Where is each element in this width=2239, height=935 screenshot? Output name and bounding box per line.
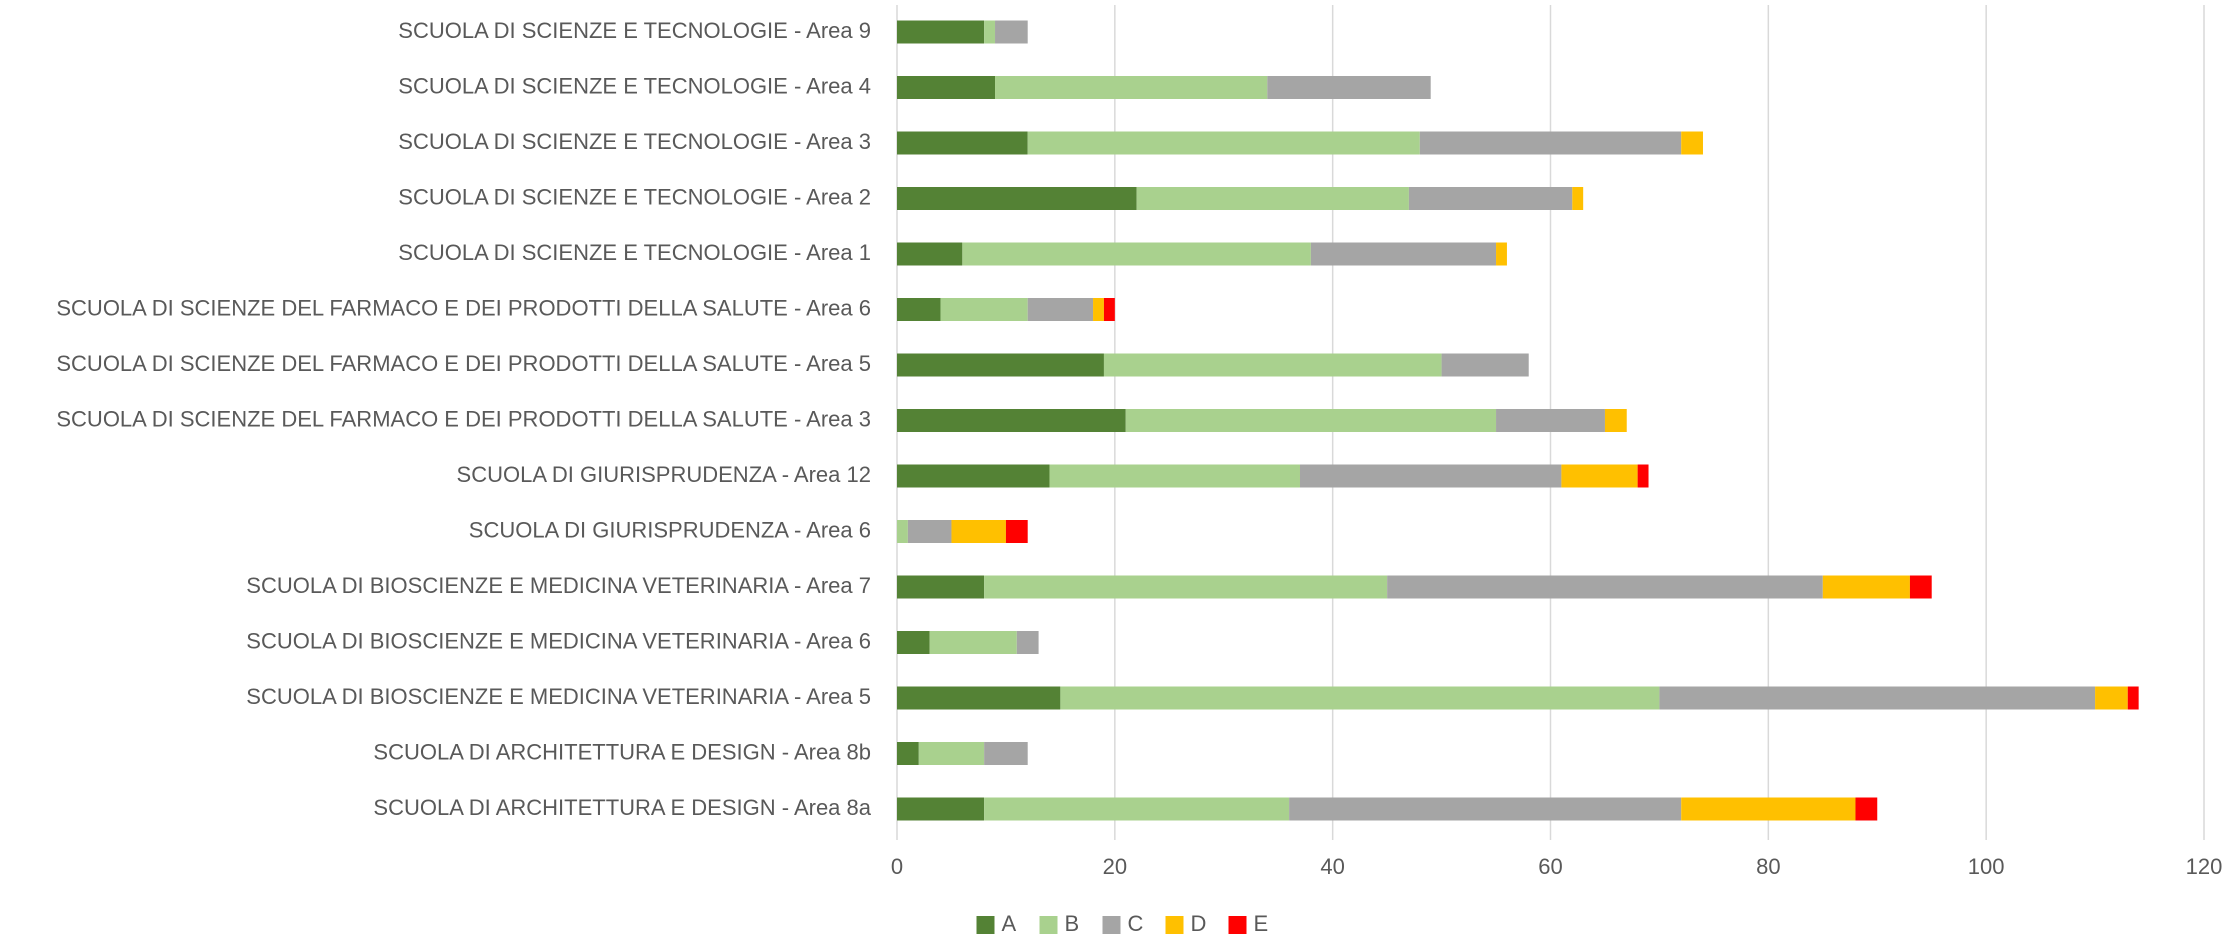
x-tick-label: 120 — [2186, 854, 2223, 879]
x-tick-label: 60 — [1538, 854, 1562, 879]
bar-segment — [1016, 631, 1039, 654]
bar-segment — [984, 575, 1388, 599]
bar-segment — [1822, 575, 1910, 599]
legend-label: E — [1254, 911, 1269, 935]
bar-segment — [918, 742, 985, 765]
y-tick-label: SCUOLA DI SCIENZE E TECNOLOGIE - Area 1 — [398, 240, 871, 265]
bar-segment — [1310, 242, 1497, 266]
y-tick-label: SCUOLA DI ARCHITETTURA E DESIGN - Area 8… — [373, 795, 871, 820]
bar-segment — [897, 631, 930, 654]
bar-segment — [897, 520, 908, 543]
bar-segment — [1299, 464, 1562, 488]
y-tick-label: SCUOLA DI BIOSCIENZE E MEDICINA VETERINA… — [246, 684, 871, 709]
bar-segment — [897, 20, 985, 44]
bar-segment — [897, 797, 985, 821]
bar-segment — [1909, 575, 1932, 599]
legend-swatch — [1165, 916, 1184, 934]
bar-segment — [984, 797, 1290, 821]
legend-label: A — [1002, 911, 1017, 935]
bar-segment — [897, 131, 1028, 155]
y-tick-label: SCUOLA DI SCIENZE E TECNOLOGIE - Area 3 — [398, 129, 871, 154]
y-tick-label: SCUOLA DI ARCHITETTURA E DESIGN - Area 8… — [373, 739, 871, 764]
bar-segment — [1103, 298, 1115, 321]
bar-segment — [1408, 187, 1573, 210]
bar-segment — [1125, 409, 1497, 432]
x-tick-label: 100 — [1968, 854, 2005, 879]
bar-segment — [897, 187, 1137, 210]
bar-segment — [995, 76, 1268, 99]
bar-segment — [897, 298, 941, 321]
bar-segment — [897, 686, 1061, 710]
bar-segment — [1027, 131, 1420, 155]
legend-label: B — [1065, 911, 1080, 935]
legend-label: C — [1128, 911, 1144, 935]
bar-segment — [1060, 686, 1660, 710]
bar-segment — [1093, 298, 1104, 321]
bar-segment — [962, 242, 1311, 266]
y-tick-label: SCUOLA DI BIOSCIENZE E MEDICINA VETERINA… — [246, 573, 871, 598]
y-tick-label: SCUOLA DI SCIENZE E TECNOLOGIE - Area 9 — [398, 18, 871, 43]
bar-segment — [929, 631, 1017, 654]
y-tick-label: SCUOLA DI SCIENZE E TECNOLOGIE - Area 4 — [398, 73, 871, 98]
legend-swatch — [1039, 916, 1058, 934]
bar-segment — [1572, 187, 1584, 210]
legend-label: D — [1191, 911, 1207, 935]
bar-segment — [1387, 575, 1823, 599]
bar-segment — [1289, 797, 1682, 821]
bar-segment — [897, 409, 1126, 432]
bar-segment — [897, 76, 996, 99]
bar-segment — [995, 20, 1028, 44]
bar-segment — [897, 464, 1050, 488]
x-tick-label: 20 — [1103, 854, 1127, 879]
bar-segment — [1441, 353, 1529, 377]
bar-segment — [2095, 686, 2128, 710]
bar-segment — [1659, 686, 2096, 710]
y-tick-label: SCUOLA DI SCIENZE DEL FARMACO E DEI PROD… — [56, 406, 871, 431]
bar-segment — [2127, 686, 2139, 710]
bar-segment — [1637, 464, 1649, 488]
bar-segment — [984, 742, 1028, 765]
bar-segment — [1496, 409, 1605, 432]
legend-swatch — [976, 916, 995, 934]
bar-segment — [897, 742, 919, 765]
bar-segment — [1049, 464, 1300, 488]
y-tick-label: SCUOLA DI SCIENZE E TECNOLOGIE - Area 2 — [398, 184, 871, 209]
legend-swatch — [1102, 916, 1121, 934]
bar-segment — [1136, 187, 1409, 210]
bar-segment — [897, 242, 963, 266]
y-tick-label: SCUOLA DI BIOSCIENZE E MEDICINA VETERINA… — [246, 628, 871, 653]
bar-segment — [940, 298, 1028, 321]
bar-segment — [897, 353, 1104, 377]
bar-segment — [1267, 76, 1431, 99]
bar-segment — [984, 20, 996, 44]
bar-segment — [1496, 242, 1507, 266]
bar-segment — [1681, 131, 1703, 155]
bar-segment — [1419, 131, 1682, 155]
bar-segment — [897, 575, 985, 599]
y-tick-label: SCUOLA DI GIURISPRUDENZA - Area 6 — [469, 517, 871, 542]
legend-swatch — [1228, 916, 1247, 934]
x-tick-label: 0 — [891, 854, 903, 879]
bar-segment — [907, 520, 952, 543]
bar-segment — [1103, 353, 1442, 377]
x-tick-label: 80 — [1756, 854, 1780, 879]
y-tick-label: SCUOLA DI SCIENZE DEL FARMACO E DEI PROD… — [56, 295, 871, 320]
bar-segment — [951, 520, 1006, 543]
y-tick-label: SCUOLA DI GIURISPRUDENZA - Area 12 — [457, 462, 871, 487]
bar-segment — [1561, 464, 1638, 488]
bar-segment — [1005, 520, 1028, 543]
bar-segment — [1681, 797, 1856, 821]
x-tick-label: 40 — [1320, 854, 1344, 879]
bar-segment — [1604, 409, 1627, 432]
bar-segment — [1855, 797, 1878, 821]
bar-segment — [1027, 298, 1094, 321]
y-tick-label: SCUOLA DI SCIENZE DEL FARMACO E DEI PROD… — [56, 351, 871, 376]
